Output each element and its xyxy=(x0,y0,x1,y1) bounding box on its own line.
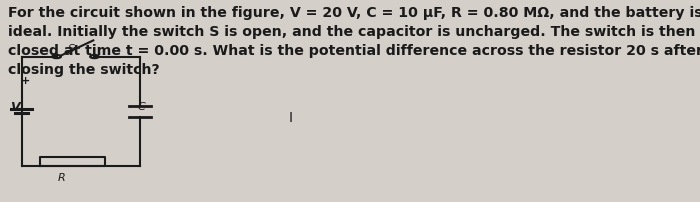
Text: +: + xyxy=(21,76,31,86)
Text: V: V xyxy=(10,101,20,114)
Text: I: I xyxy=(288,111,292,125)
Text: R: R xyxy=(58,173,66,183)
Text: C: C xyxy=(137,102,145,112)
Text: S: S xyxy=(68,44,75,55)
Text: For the circuit shown in the figure, V = 20 V, C = 10 μF, R = 0.80 MΩ, and the b: For the circuit shown in the figure, V =… xyxy=(8,6,700,77)
